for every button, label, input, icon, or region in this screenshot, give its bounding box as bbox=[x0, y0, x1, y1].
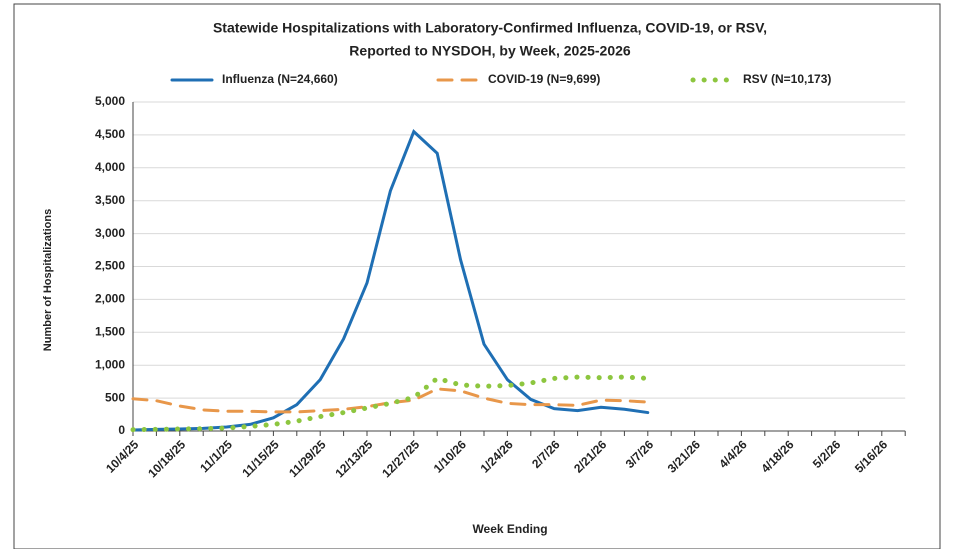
x-axis-label: Week Ending bbox=[472, 522, 547, 536]
frame bbox=[13, 3, 941, 549]
y-tick-label: 0 bbox=[118, 423, 125, 437]
y-tick-label: 2,500 bbox=[95, 259, 125, 273]
y-tick-label: 4,000 bbox=[95, 160, 125, 174]
legend-label: RSV (N=10,173) bbox=[743, 72, 831, 86]
y-tick-label: 3,500 bbox=[95, 193, 125, 207]
y-tick-label: 1,000 bbox=[95, 357, 125, 371]
chart-title: Statewide Hospitalizations with Laborato… bbox=[213, 20, 767, 36]
y-tick-label: 500 bbox=[105, 390, 125, 404]
legend-label: COVID-19 (N=9,699) bbox=[488, 72, 600, 86]
y-tick-label: 2,000 bbox=[95, 292, 125, 306]
y-tick-label: 4,500 bbox=[95, 127, 125, 141]
y-tick-label: 1,500 bbox=[95, 324, 125, 338]
series-line bbox=[131, 387, 650, 414]
legend-label: Influenza (N=24,660) bbox=[222, 72, 338, 86]
chart-subtitle: Reported to NYSDOH, by Week, 2025-2026 bbox=[349, 43, 631, 59]
y-tick-label: 5,000 bbox=[95, 94, 125, 108]
y-axis-label: Number of Hospitalizations bbox=[42, 209, 54, 351]
y-tick-label: 3,000 bbox=[95, 226, 125, 240]
series-line bbox=[131, 129, 650, 432]
